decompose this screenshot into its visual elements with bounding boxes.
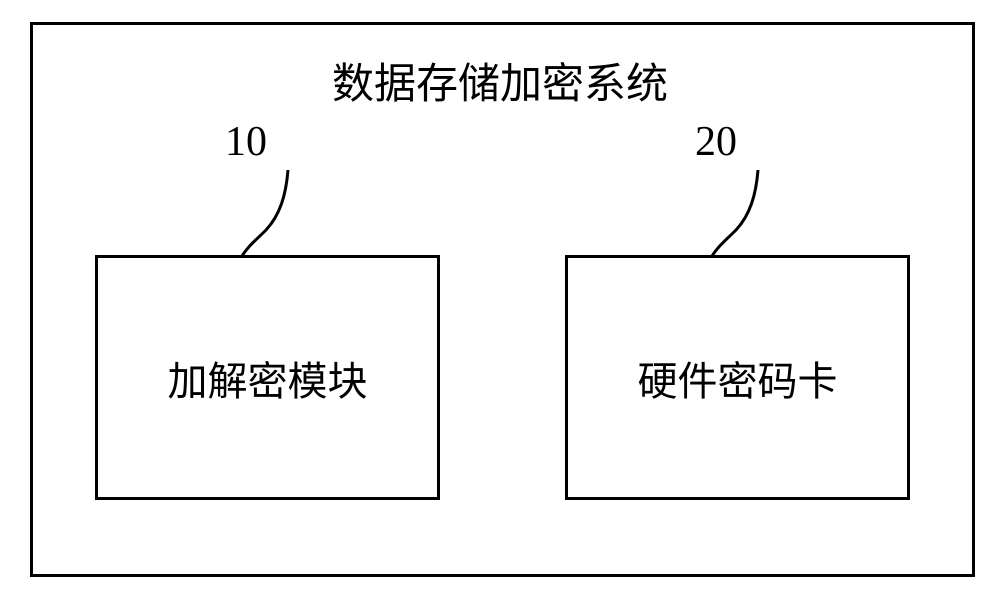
leader-line-10 bbox=[238, 170, 298, 260]
hardware-card-label: 硬件密码卡 bbox=[638, 349, 838, 407]
encryption-decryption-module-box: 加解密模块 bbox=[95, 255, 440, 500]
diagram-title: 数据存储加密系统 bbox=[300, 50, 700, 111]
hardware-crypto-card-box: 硬件密码卡 bbox=[565, 255, 910, 500]
encryption-module-label: 加解密模块 bbox=[168, 349, 368, 407]
ref-number-10: 10 bbox=[225, 118, 267, 166]
ref-number-20: 20 bbox=[695, 118, 737, 166]
leader-line-20 bbox=[708, 170, 768, 260]
